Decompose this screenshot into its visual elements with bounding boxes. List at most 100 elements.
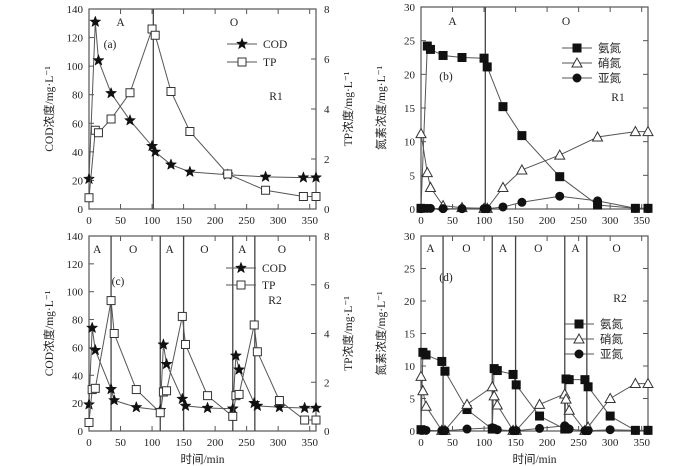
y2-tick-label: 4 [324,329,330,341]
phase-label: A [571,243,580,255]
data-point [183,165,197,178]
y2-axis-label: TP浓度/mg·L⁻¹ [341,71,355,146]
y-tick-label: 15 [404,329,416,341]
data-point [297,171,310,183]
data-point [563,404,576,415]
x-tick-label: 250 [570,437,587,449]
series-line [420,44,648,209]
data-point [259,170,272,183]
data-point [593,196,603,206]
data-point [511,380,521,390]
x-tick-label: 50 [447,215,459,227]
legend-label: 亚氮 [598,71,621,85]
data-point [461,398,473,409]
panel-label: (b) [439,71,453,83]
y-tick-label: 0 [78,204,84,216]
phase-label: A [448,16,457,28]
data-point [437,356,447,366]
data-point [564,375,574,385]
y-tick-label: 0 [410,426,416,438]
data-point [300,415,310,425]
data-point [166,87,176,96]
data-point [421,166,434,178]
data-point [420,400,432,411]
data-point [560,393,572,404]
data-point [228,411,238,421]
data-point [516,163,528,175]
data-point [462,424,472,434]
data-point [605,425,615,435]
data-point [629,377,642,389]
data-point [160,357,173,370]
data-point [104,382,118,395]
phase-label: O [278,244,286,256]
data-point [89,343,102,356]
x-tick-label: 100 [144,215,161,227]
x-tick-label: 350 [633,215,650,227]
data-point [298,192,308,201]
legend-marker [236,280,246,290]
data-point [311,415,321,425]
data-point [421,425,431,435]
panel-label: (d) [439,272,453,284]
x-tick-label: 150 [507,215,524,227]
phase-label: O [462,243,470,255]
data-point [535,411,545,421]
series-TP [84,296,321,427]
legend-label: TP [263,57,276,69]
legend-label: 硝氮 [600,332,623,346]
data-point [533,398,546,409]
x-tick-label: 250 [570,215,587,227]
y-tick-label: 40 [72,370,84,382]
data-point [252,347,262,357]
legend-marker [237,57,247,67]
x-tick-label: 0 [418,437,424,449]
data-point [131,385,141,395]
data-point [517,197,527,207]
data-point [642,125,654,137]
data-point [251,399,264,412]
chart-panel-a: 0 50 100 150 200 250 300 350 0 20 40 60 80 100 120 140 0… [42,4,355,227]
data-point [311,192,321,201]
data-point [109,329,119,338]
legend-marker [574,319,584,329]
data-point [157,338,170,350]
x-tick-label: 150 [175,437,192,449]
data-point [176,392,189,405]
reactor-label: R1 [611,92,625,104]
data-point [629,125,642,137]
data-point [232,363,246,375]
y2-tick-label: 6 [324,54,330,66]
data-point [201,401,214,414]
chart-panel-c: 0 50 100 150 200 250 300 350 0 20 40 60 80 100 120 140 0… [42,231,355,466]
data-point [177,311,187,321]
phase-label: O [534,243,542,255]
data-point [555,172,565,182]
y-tick-label: 80 [72,315,84,327]
data-point [591,130,604,142]
y2-tick-label: 0 [324,426,330,438]
x-tick-label: 350 [301,437,318,449]
data-point [273,400,286,413]
y2-tick-label: 8 [324,231,330,243]
data-point [84,417,94,427]
y-tick-label: 120 [67,33,84,45]
data-point [583,426,593,436]
data-point [555,191,565,201]
phase-label: O [129,244,137,256]
phase-label: A [93,244,102,256]
data-point [82,172,96,185]
x-tick-label: 350 [633,437,650,449]
x-axis-label: 时间/min [180,453,224,466]
data-point [82,397,96,410]
data-point [106,114,116,124]
y-tick-label: 80 [72,90,84,102]
data-point [535,423,545,433]
data-point [223,169,233,179]
data-point [261,185,271,195]
y-tick-label: 100 [67,61,84,73]
data-point [440,366,450,376]
legend-marker [235,37,249,50]
